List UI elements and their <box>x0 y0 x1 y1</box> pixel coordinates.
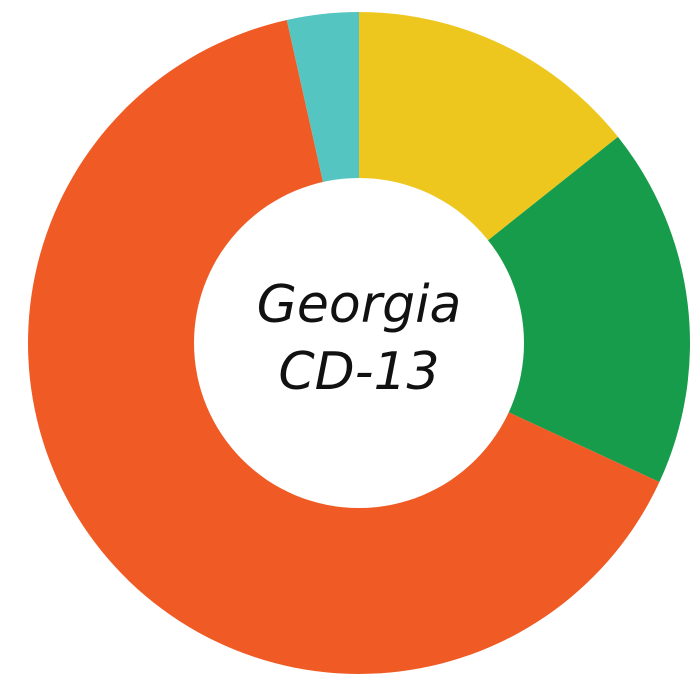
center-label-line-2: CD-13 <box>278 342 439 402</box>
donut-slice-2 <box>359 136 691 483</box>
center-label-line-1: Georgia <box>257 275 462 335</box>
donut-hole <box>194 178 524 508</box>
